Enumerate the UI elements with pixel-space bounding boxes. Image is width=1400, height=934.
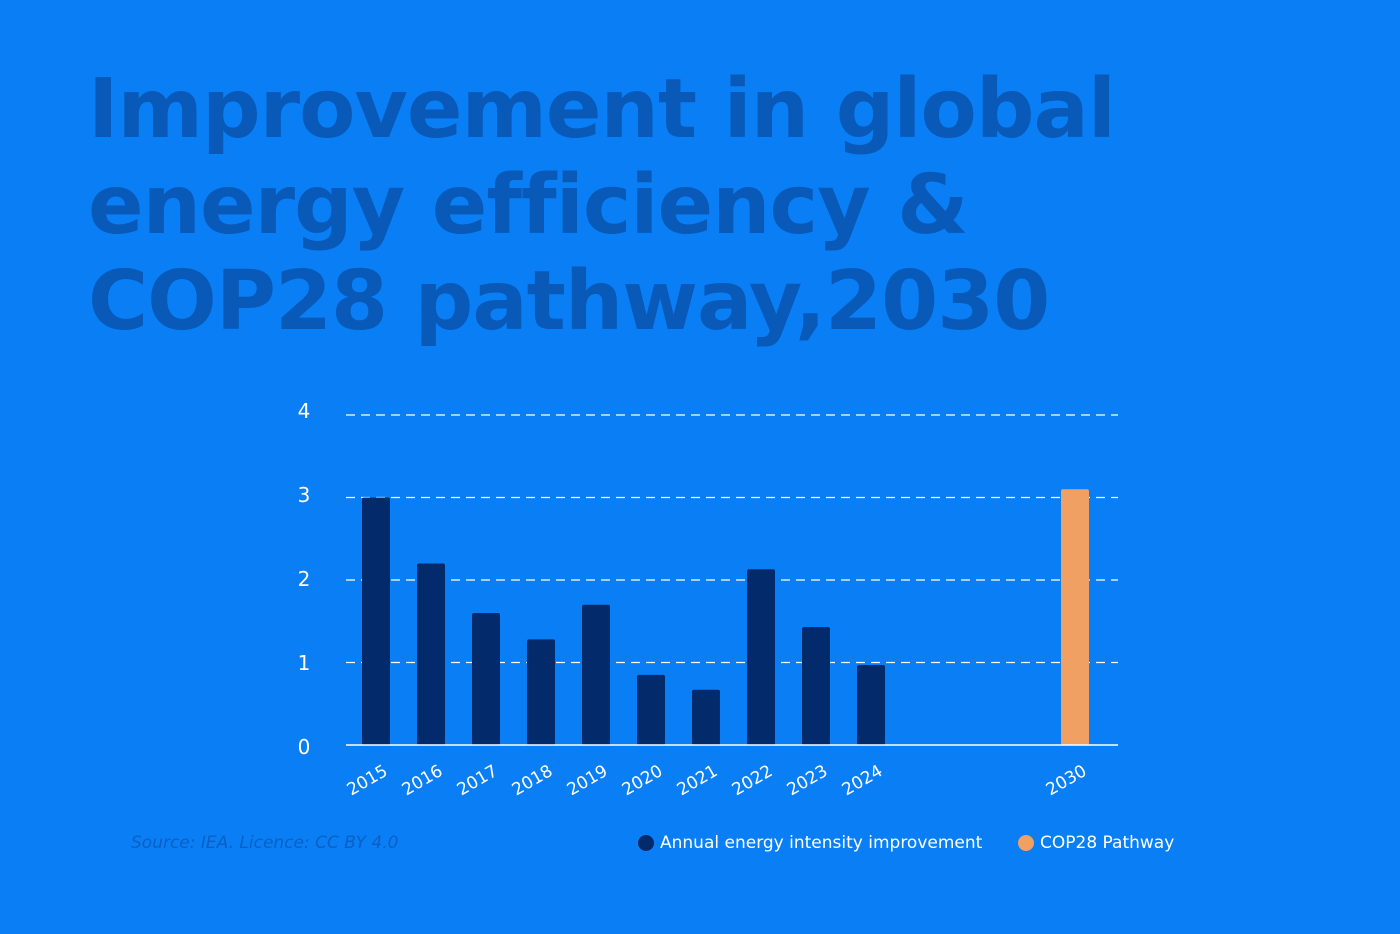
x-tick-label: 2020 [619,761,666,800]
x-tick-label: 2024 [839,761,886,800]
source-note: Source: IEA. Licence: CC BY 4.0 [131,833,399,853]
bar-annual-2021 [692,689,720,745]
legend-swatch-cop28 [1018,835,1034,851]
bar-annual-2019 [582,604,610,745]
y-tick-label: 2 [298,567,311,591]
y-tick-label: 1 [298,651,311,675]
x-tick-label: 2021 [674,761,721,800]
x-tick-label: 2017 [454,761,501,800]
chart-title: Improvement in global energy efficiency … [88,62,1288,350]
bar-cop28-2030 [1061,489,1089,745]
legend-label-cop28: COP28 Pathway [1040,833,1175,853]
bar-annual-2024 [857,664,885,745]
legend-label-annual: Annual energy intensity improvement [660,833,983,853]
x-tick-label: 2016 [399,761,446,800]
bar-annual-2018 [527,639,555,745]
bar-annual-2022 [747,569,775,745]
y-axis-ticks: 0 1 2 3 4 [298,399,311,759]
bars [362,489,1089,745]
bar-annual-2023 [802,627,830,745]
bar-annual-2016 [417,563,445,745]
y-tick-label: 4 [298,399,311,423]
legend-item-annual: Annual energy intensity improvement [638,833,982,853]
chart-title-line-1: Improvement in global [88,62,1116,157]
x-tick-label: 2019 [564,761,611,800]
chart-title-line-2: energy efficiency & [88,158,969,253]
legend-swatch-annual [638,835,654,851]
chart-title-line-3: COP28 pathway,2030 [88,254,1050,349]
x-tick-label: 2030 [1043,761,1090,800]
x-axis-ticks: 2015 2016 2017 2018 2019 2020 2021 2022 2023 2024… [344,761,1090,800]
y-tick-label: 3 [298,483,311,507]
legend-item-cop28: COP28 Pathway [1018,833,1174,853]
x-tick-label: 2015 [344,761,391,800]
bar-annual-2017 [472,613,500,745]
x-tick-label: 2023 [784,761,831,800]
x-tick-label: 2022 [729,761,776,800]
y-tick-label: 0 [298,735,311,759]
x-tick-label: 2018 [509,761,556,800]
bar-annual-2015 [362,497,390,745]
bar-annual-2020 [637,674,665,745]
grid-lines [346,414,1118,664]
